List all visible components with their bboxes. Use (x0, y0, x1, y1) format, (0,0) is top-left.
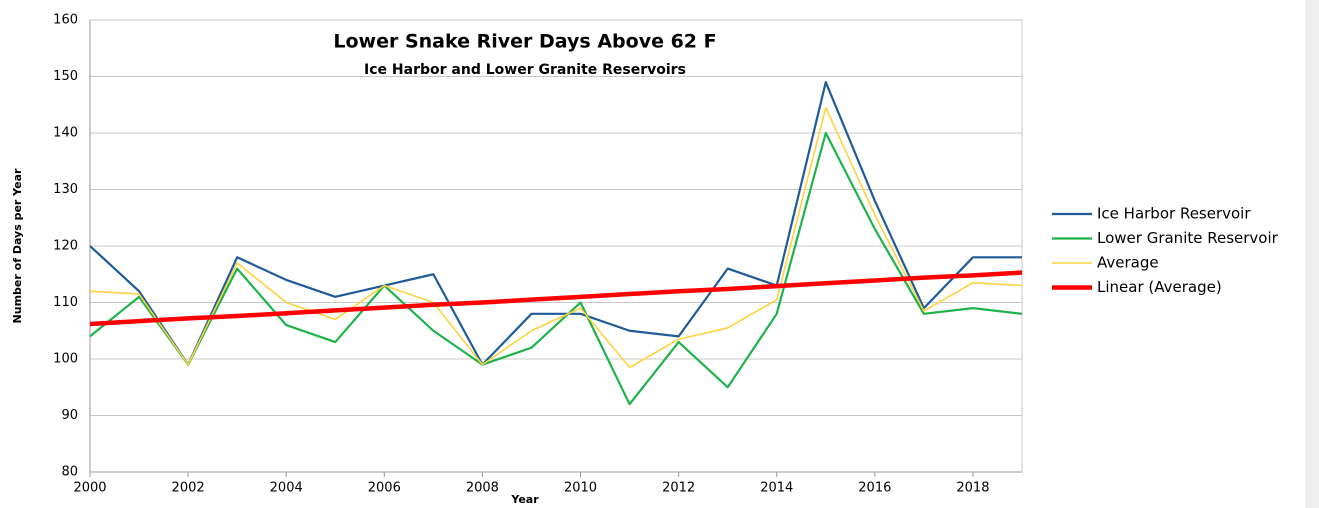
legend-label: Ice Harbor Reservoir (1097, 205, 1251, 223)
x-tick-label: 2010 (564, 481, 597, 496)
x-tick-label: 2018 (956, 481, 989, 496)
series-line (89, 106, 1023, 369)
x-tick-label: 2014 (760, 481, 793, 496)
x-axis-label: Year (510, 493, 539, 506)
y-tick-label: 150 (53, 69, 78, 84)
x-tick-label: 2008 (466, 481, 499, 496)
shadow (1305, 0, 1319, 508)
y-tick-label: 160 (53, 13, 78, 28)
legend-label: Average (1097, 254, 1159, 272)
x-tick-label: 2002 (172, 481, 205, 496)
y-tick-label: 110 (53, 295, 78, 310)
y-tick-label: 100 (53, 352, 78, 367)
series-line (89, 81, 1022, 366)
y-tick-label: 120 (53, 239, 78, 254)
series-line (89, 131, 1023, 406)
legend-label: Lower Granite Reservoir (1097, 229, 1279, 247)
y-tick-label: 130 (53, 182, 78, 197)
legend-label: Linear (Average) (1097, 278, 1222, 296)
x-tick-label: 2004 (270, 481, 303, 496)
x-tick-label: 2000 (73, 481, 106, 496)
y-tick-label: 80 (61, 465, 78, 480)
x-tick-label: 2012 (662, 481, 695, 496)
chart-title: Lower Snake River Days Above 62 F (333, 31, 716, 53)
y-tick-label: 90 (61, 408, 78, 423)
x-tick-label: 2016 (858, 481, 891, 496)
series-line (89, 270, 1023, 327)
y-axis-label: Number of Days per Year (11, 168, 24, 323)
x-tick-label: 2006 (368, 481, 401, 496)
chart-subtitle: Ice Harbor and Lower Granite Reservoirs (364, 62, 686, 78)
y-tick-label: 140 (53, 126, 78, 141)
